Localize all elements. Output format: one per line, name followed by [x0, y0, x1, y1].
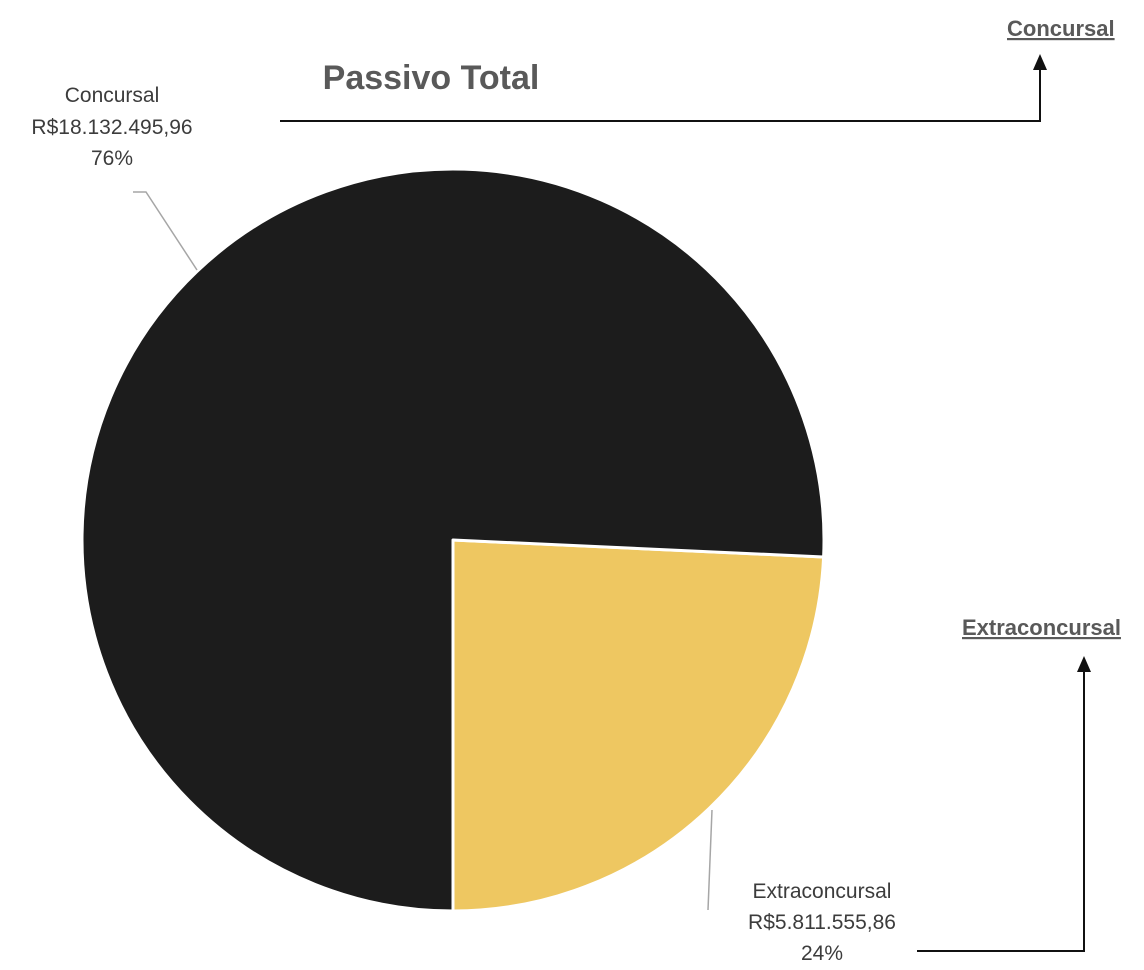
arrow-up-icon [1033, 54, 1047, 70]
connector-line-extraconcursal [917, 670, 1085, 952]
connector-line-concursal [280, 68, 1041, 122]
slice-label-extraconcursal-percent: 24% [801, 942, 843, 965]
pie-slice-extraconcursal [451, 538, 826, 913]
legend-label-concursal: Concursal [1007, 16, 1115, 41]
arrow-up-icon [1077, 656, 1091, 672]
slice-label-extraconcursal-value: R$5.811.555,86 [748, 911, 896, 934]
chart-title: Passivo Total [323, 59, 540, 97]
slice-label-concursal-percent: 76% [91, 147, 133, 170]
legend-label-extraconcursal: Extraconcursal [962, 615, 1121, 640]
pie-slice-concursal [80, 167, 826, 913]
slice-label-concursal-name: Concursal [65, 84, 160, 107]
slice-label-concursal-value: R$18.132.495,96 [31, 116, 192, 139]
leader-line-extraconcursal [707, 809, 713, 911]
slice-label-extraconcursal-name: Extraconcursal [753, 880, 892, 903]
leader-line-concursal [133, 191, 198, 271]
pie-slices [80, 167, 826, 913]
